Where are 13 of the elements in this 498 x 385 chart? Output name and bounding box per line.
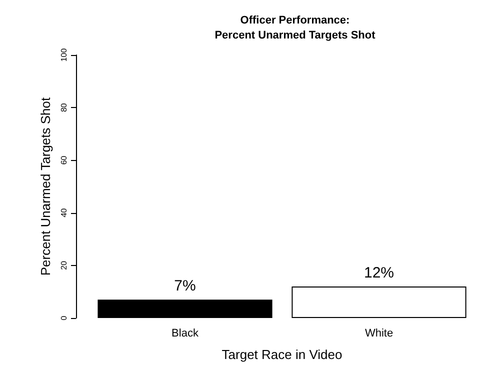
y-axis-title: Percent Unarmed Targets Shot: [38, 96, 53, 276]
data-label: 12%: [364, 264, 394, 282]
x-tick-label: White: [364, 328, 394, 340]
y-tick-label: 100: [60, 48, 68, 62]
y-tick-label: 20: [60, 260, 68, 270]
chart-title: Officer Performance: Percent Unarmed Targets Shot: [214, 14, 376, 42]
y-tick-label: 0: [60, 315, 68, 320]
data-label: 7%: [174, 278, 196, 295]
y-tick-label: 60: [60, 155, 68, 165]
y-tick-label: 80: [60, 102, 68, 112]
x-tick-label: Black: [172, 328, 199, 340]
x-axis-title: Target Race in Video: [222, 347, 342, 362]
y-tick-label: 40: [60, 208, 68, 218]
